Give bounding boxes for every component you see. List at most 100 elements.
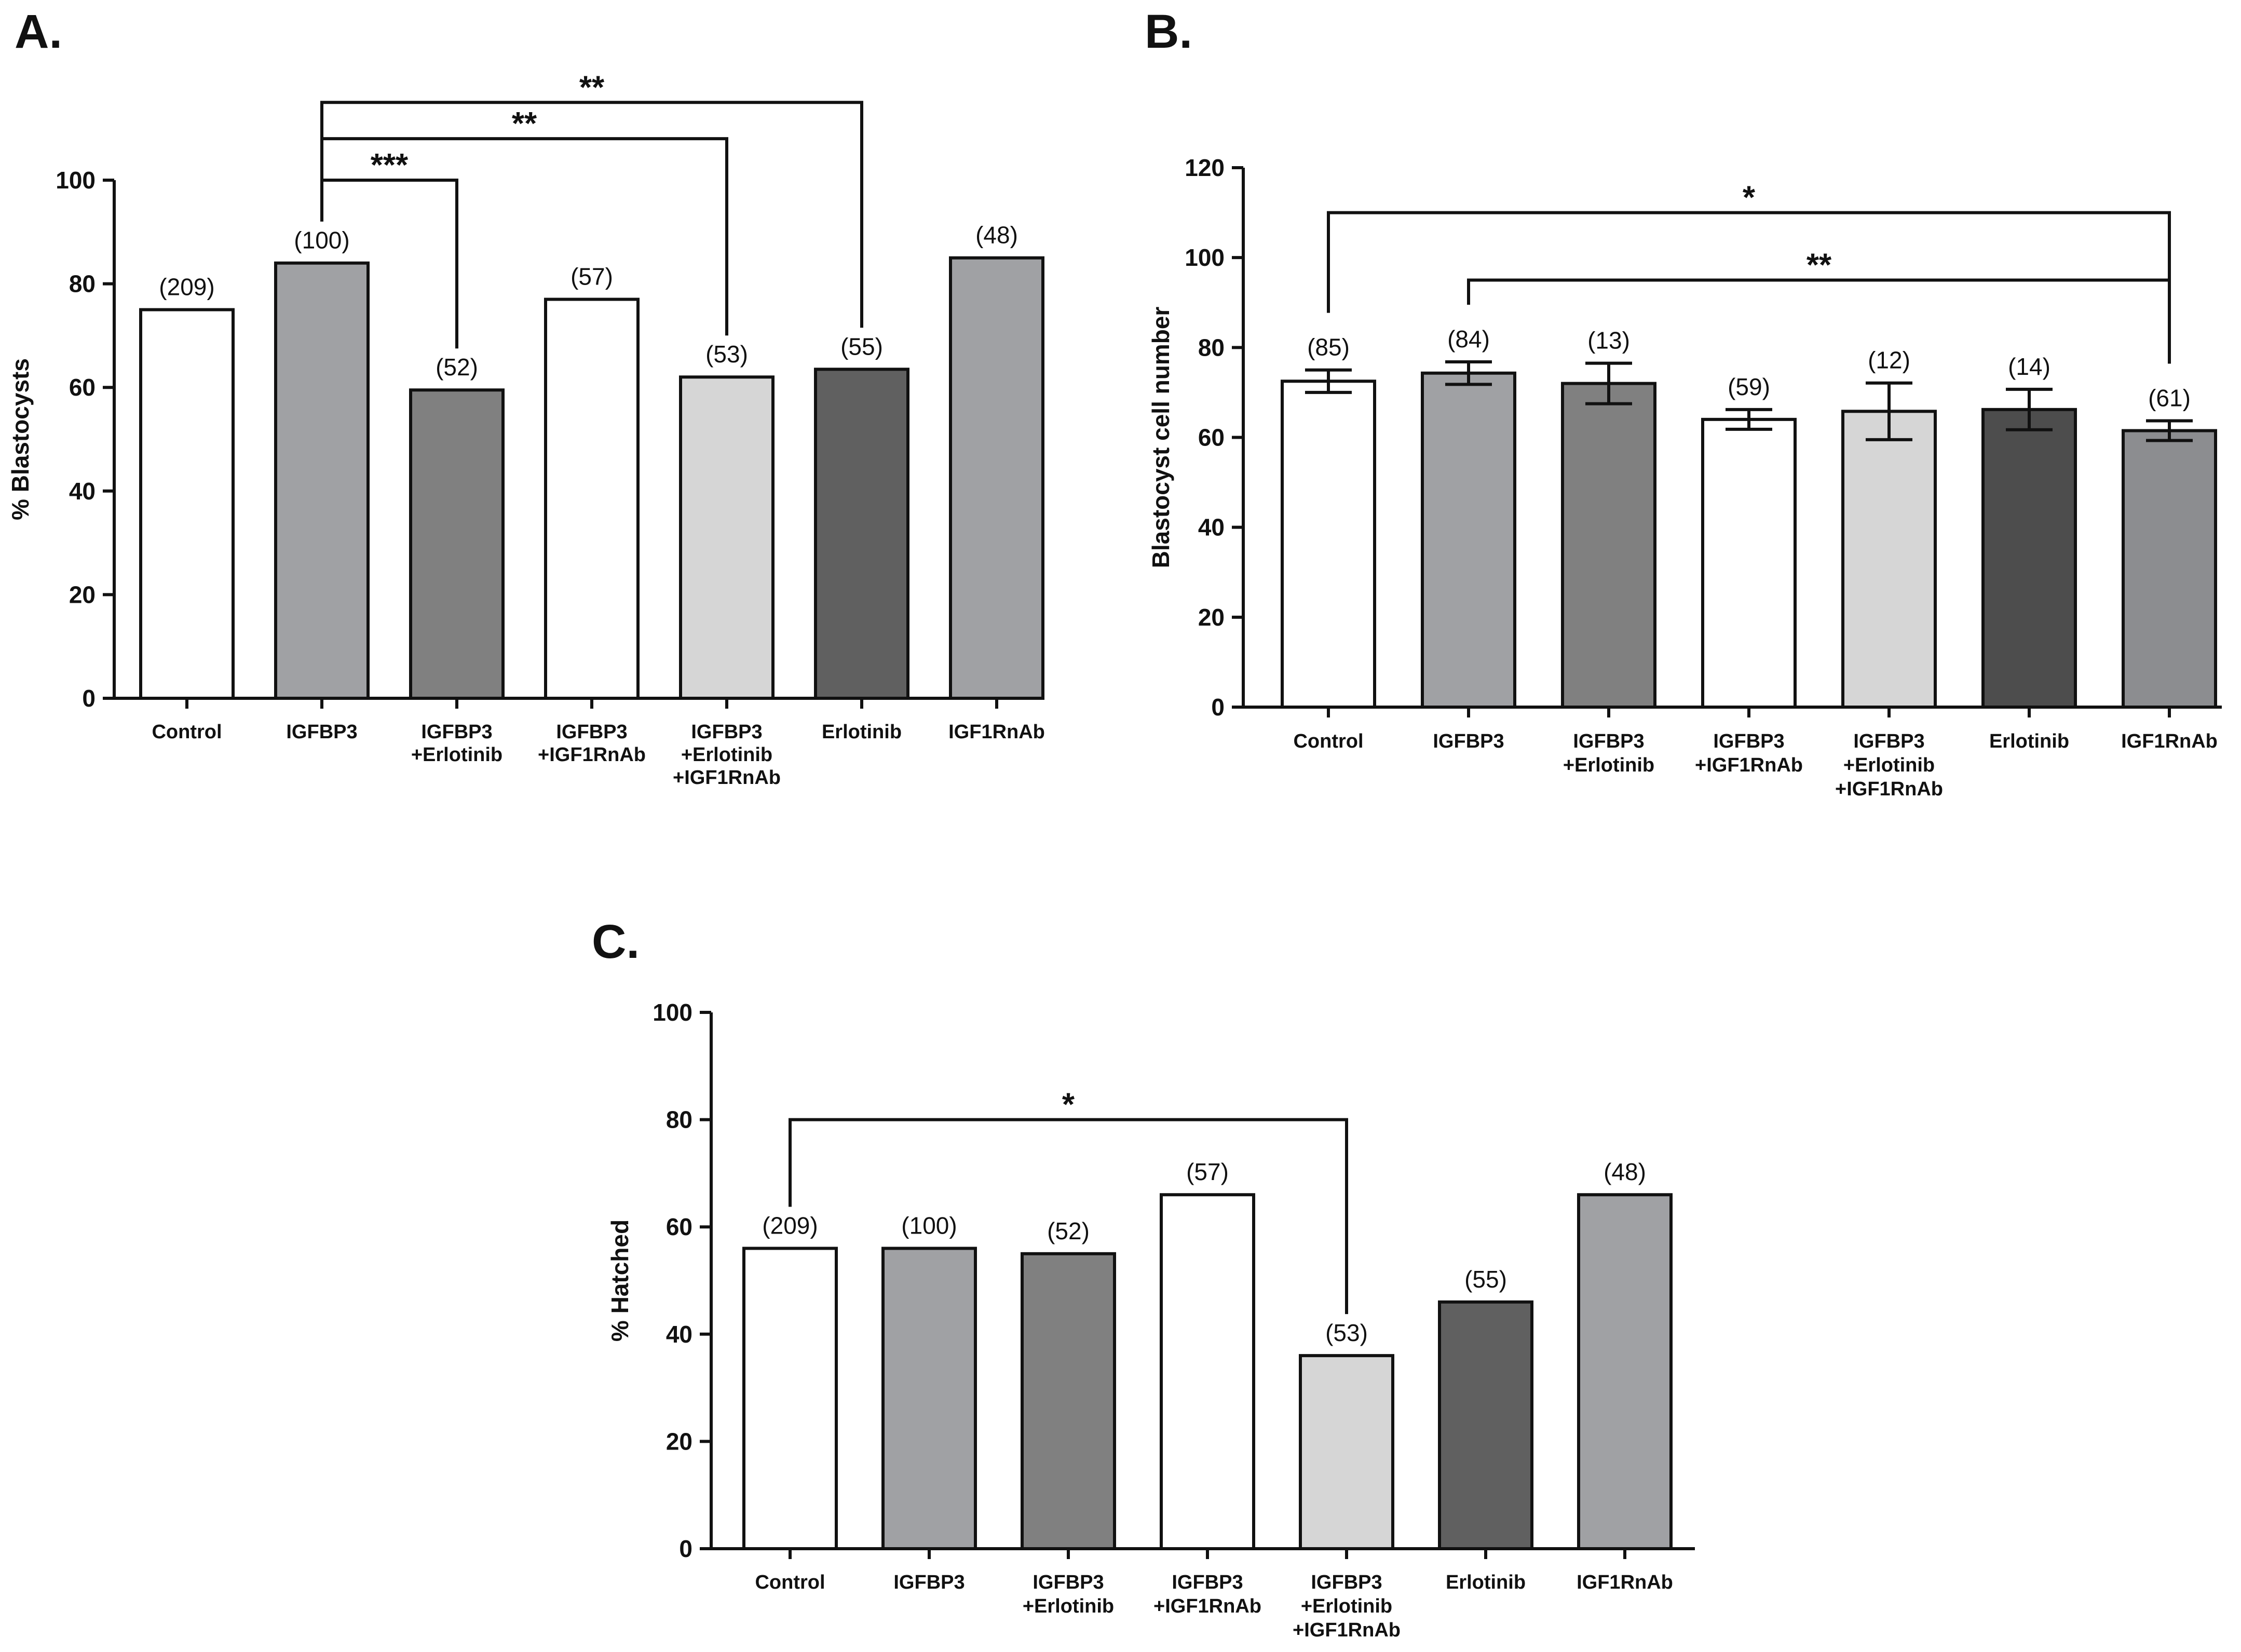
- x-tick-label: +Erlotinib: [1023, 1595, 1114, 1617]
- x-tick-label: IGFBP3: [1172, 1572, 1243, 1593]
- x-tick-label: +Erlotinib: [1843, 754, 1935, 776]
- n-label: (14): [2008, 353, 2050, 380]
- x-tick-label: +IGF1RnAb: [1293, 1619, 1401, 1641]
- y-axis-title: % Hatched: [606, 1220, 633, 1342]
- significance-bracket: [320, 101, 863, 328]
- n-label: (53): [1325, 1319, 1368, 1346]
- x-tick-label: IGFBP3: [421, 721, 492, 743]
- x-tick-label: +Erlotinib: [681, 744, 772, 766]
- significance-bracket: [320, 179, 458, 349]
- bar: [139, 308, 235, 700]
- bar: [1841, 410, 1937, 709]
- significance-label: **: [512, 106, 537, 142]
- y-tick-label: 40: [1198, 514, 1225, 541]
- bar: [881, 1247, 977, 1550]
- n-label: (12): [1868, 347, 1910, 374]
- n-label: (48): [975, 222, 1018, 249]
- panel-c: C. 0 20 40 60 80 100 % Hatched (209) Control (100)…: [592, 915, 1695, 1641]
- bar: [1577, 1193, 1673, 1550]
- bar: [949, 256, 1044, 700]
- bar: [742, 1247, 838, 1550]
- x-tick-label: IGFBP3: [1311, 1572, 1382, 1593]
- x-tick-label: IGFBP3: [556, 721, 627, 743]
- y-tick-label: 40: [69, 478, 96, 505]
- n-label: (209): [159, 274, 214, 301]
- n-label: (61): [2148, 384, 2191, 411]
- bar: [274, 261, 370, 700]
- bar: [1421, 371, 1516, 709]
- x-tick-label: IGFBP3: [893, 1572, 965, 1593]
- x-tick-label: Erlotinib: [822, 721, 902, 743]
- bar: [1281, 380, 1376, 709]
- bar: [1299, 1354, 1394, 1551]
- y-tick-label: 120: [1185, 154, 1225, 181]
- significance-label: **: [1807, 247, 1832, 283]
- bar: [409, 388, 505, 700]
- y-tick-label: 40: [666, 1321, 692, 1348]
- x-tick-label: +IGF1RnAb: [673, 767, 781, 789]
- y-tick-label: 20: [69, 581, 96, 608]
- bar: [679, 375, 775, 700]
- panel-a: A. 0 20 40 60 80 100 % Blastocysts (209) Control (…: [7, 5, 1045, 789]
- y-tick-label: 80: [1198, 334, 1225, 361]
- x-tick-label: +Erlotinib: [1563, 754, 1654, 776]
- x-tick-label: +IGF1RnAb: [1695, 754, 1803, 776]
- n-label: (100): [294, 227, 349, 254]
- x-tick-label: IGFBP3: [1573, 730, 1644, 752]
- n-label: (48): [1604, 1158, 1646, 1185]
- x-tick-label: +IGF1RnAb: [538, 744, 646, 766]
- bar: [1021, 1252, 1116, 1551]
- panel-letter: A.: [15, 5, 62, 58]
- panel-letter: B.: [1145, 5, 1192, 58]
- x-tick-label: +Erlotinib: [1301, 1595, 1392, 1617]
- x-tick-label: +Erlotinib: [411, 744, 502, 766]
- x-tick-label: IGFBP3: [286, 721, 357, 743]
- x-tick-label: Control: [1293, 730, 1363, 752]
- n-label: (55): [840, 333, 883, 360]
- significance-label: *: [1743, 180, 1756, 216]
- bar: [814, 368, 909, 700]
- x-tick-label: IGFBP3: [1033, 1572, 1104, 1593]
- x-tick-label: Control: [152, 721, 222, 743]
- n-label: (57): [1186, 1158, 1229, 1185]
- y-tick-label: 80: [69, 270, 96, 297]
- y-tick-label: 100: [1185, 244, 1225, 271]
- y-tick-label: 100: [56, 167, 96, 194]
- y-tick-label: 20: [666, 1428, 692, 1455]
- x-tick-label: IGFBP3: [1713, 730, 1784, 752]
- n-label: (13): [1587, 327, 1630, 354]
- bar: [1438, 1300, 1533, 1551]
- y-tick-label: 0: [82, 685, 96, 712]
- significance-bracket: [789, 1118, 1348, 1315]
- significance-bracket: [1467, 278, 2171, 364]
- x-tick-label: Erlotinib: [1989, 730, 2069, 752]
- x-tick-label: IGFBP3: [1853, 730, 1924, 752]
- bar: [1561, 382, 1656, 709]
- x-tick-label: IGFBP3: [691, 721, 762, 743]
- significance-label: ***: [371, 147, 409, 183]
- x-tick-label: IGF1RnAb: [948, 721, 1045, 743]
- n-label: (55): [1464, 1266, 1507, 1293]
- panel-letter: C.: [592, 915, 640, 968]
- y-tick-label: 20: [1198, 604, 1225, 631]
- y-axis-title: Blastocyst cell number: [1147, 307, 1174, 568]
- n-label: (53): [705, 341, 748, 368]
- n-label: (52): [436, 354, 478, 381]
- n-label: (85): [1307, 334, 1350, 361]
- x-tick-label: Control: [755, 1572, 825, 1593]
- y-axis-title: % Blastocysts: [7, 358, 34, 520]
- n-label: (59): [1728, 373, 1770, 400]
- significance-label: *: [1062, 1087, 1075, 1123]
- y-tick-label: 0: [679, 1535, 692, 1562]
- y-tick-label: 100: [653, 999, 692, 1026]
- n-label: (57): [571, 263, 613, 290]
- bar: [544, 297, 640, 700]
- x-tick-label: +IGF1RnAb: [1153, 1595, 1261, 1617]
- y-tick-label: 60: [1198, 424, 1225, 451]
- n-label: (209): [762, 1212, 818, 1239]
- n-label: (84): [1447, 326, 1490, 353]
- panel-b: B. 0 20 40 60 80 100 120 Blastocyst cell number (…: [1145, 5, 2222, 800]
- y-tick-label: 0: [1211, 694, 1225, 721]
- bar: [1160, 1193, 1255, 1550]
